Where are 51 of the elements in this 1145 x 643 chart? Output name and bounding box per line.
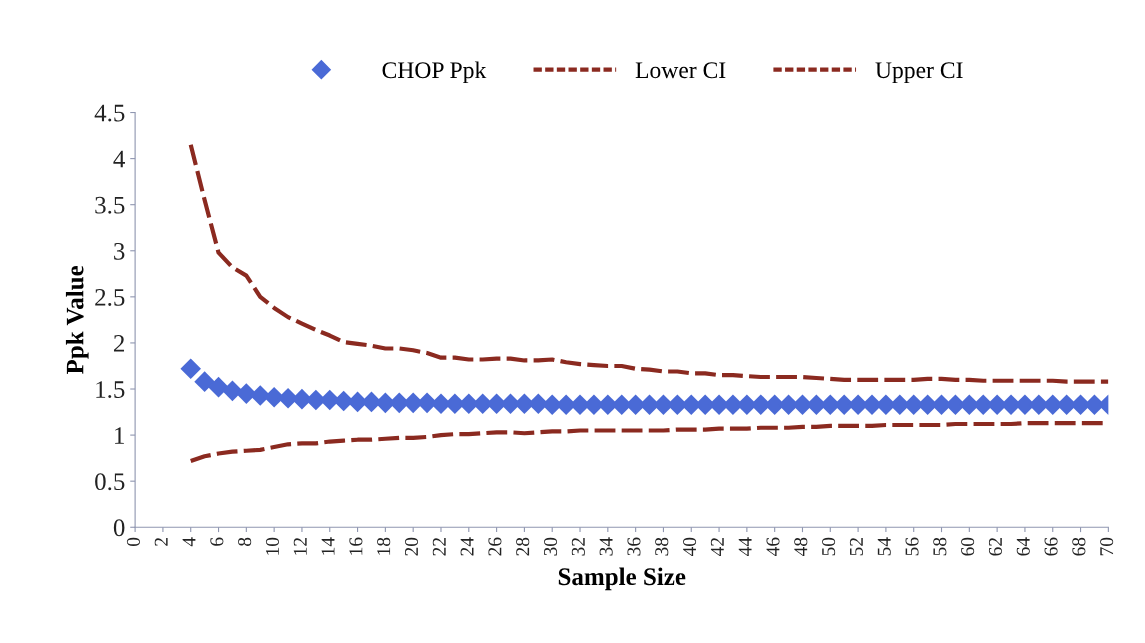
- x-axis-title: Sample Size: [558, 567, 686, 591]
- x-tick-label: 10: [265, 537, 280, 555]
- y-tick-label: 1.5: [96, 381, 125, 399]
- y-tick-label: 4: [113, 150, 125, 168]
- x-tick-label: 40: [683, 537, 697, 557]
- x-tick-label: 44: [738, 537, 752, 557]
- y-tick-label: 3.5: [95, 196, 125, 214]
- x-tick-label: 66: [1044, 537, 1058, 556]
- x-tick-label: 70: [1100, 537, 1114, 556]
- legend-label: Upper CI: [875, 62, 963, 83]
- y-tick-label: 3: [114, 242, 125, 260]
- x-tick-label: 52: [849, 538, 863, 556]
- legend-label: Lower CI: [635, 62, 726, 79]
- x-tick-label: 0: [126, 537, 140, 546]
- y-axis-title: Ppk Value: [65, 265, 89, 375]
- line-series: [188, 142, 1109, 384]
- x-tick-label: 32: [571, 538, 585, 556]
- x-tick-label: 38: [655, 537, 669, 556]
- x-tick-label: 64: [1016, 537, 1030, 556]
- x-tick-label: 34: [599, 537, 613, 556]
- y-tick-label: 0.5: [95, 473, 125, 491]
- x-tick-label: 30: [543, 537, 558, 556]
- x-tick-label: 20: [404, 537, 419, 556]
- x-tick-label: 54: [877, 537, 891, 556]
- x-tick-label: 14: [321, 537, 335, 555]
- x-tick-label: 28: [516, 537, 530, 556]
- y-tick-label: 1: [115, 427, 124, 444]
- x-tick-label: 68: [1072, 537, 1086, 556]
- x-tick-label: 26: [488, 537, 502, 556]
- x-tick-label: 56: [905, 537, 919, 556]
- x-tick-label: 62: [988, 538, 1002, 556]
- x-tick-label: 24: [460, 537, 474, 556]
- x-tick-label: 18: [377, 537, 391, 555]
- x-tick-label: 2: [154, 538, 168, 546]
- x-tick-label: 8: [238, 537, 252, 546]
- y-tick-label: 4.5: [94, 104, 125, 122]
- x-tick-label: 16: [349, 537, 363, 555]
- x-tick-label: 36: [627, 537, 641, 556]
- x-tick-label: 46: [766, 537, 780, 557]
- x-tick-label: 12: [293, 538, 307, 555]
- y-tick-label: 2: [113, 335, 125, 352]
- x-tick-label: 6: [210, 537, 224, 546]
- legend-label: CHOP Ppk: [382, 61, 487, 83]
- x-tick-label: 58: [933, 537, 947, 556]
- x-tick-label: 42: [710, 538, 724, 557]
- x-tick-label: 4: [182, 537, 196, 547]
- x-tick-label: 22: [432, 538, 446, 556]
- x-tick-label: 48: [794, 537, 808, 557]
- x-tick-label: 60: [961, 537, 975, 556]
- x-tick-label: 50: [822, 537, 836, 556]
- y-tick-label: 2.5: [95, 288, 125, 306]
